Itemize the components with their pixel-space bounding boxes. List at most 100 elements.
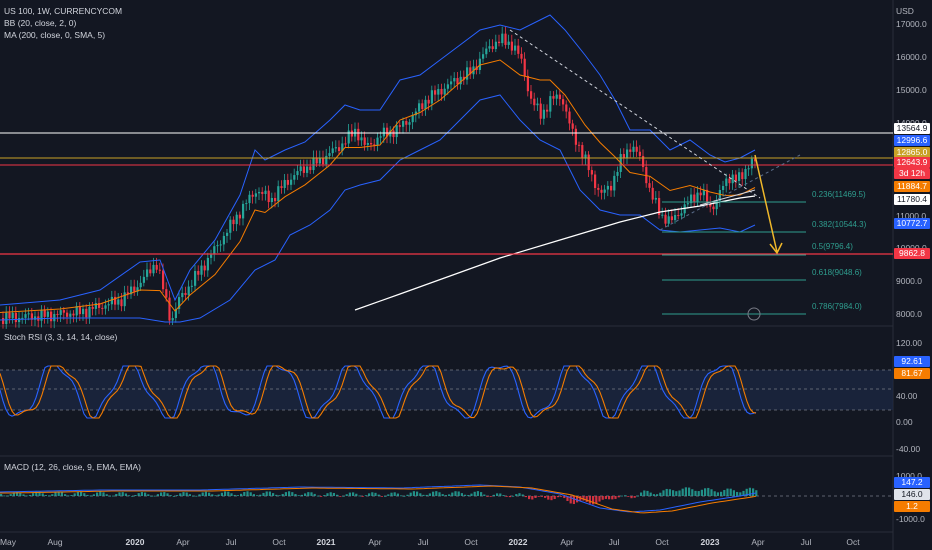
candle-body bbox=[114, 296, 117, 305]
macd-hist-bar bbox=[630, 496, 633, 499]
macd-hist-bar bbox=[105, 494, 108, 496]
stoch-legend[interactable]: Stoch RSI (3, 3, 14, 14, close) bbox=[4, 332, 118, 342]
macd-hist-bar bbox=[556, 496, 559, 498]
candle-body bbox=[18, 317, 21, 323]
price-tag: 12996.6 bbox=[894, 135, 930, 146]
candle-body bbox=[558, 94, 561, 100]
macd-hist-bar bbox=[150, 495, 153, 497]
macd-hist-bar bbox=[38, 491, 41, 496]
candle-body bbox=[574, 128, 577, 145]
macd-hist-bar bbox=[326, 493, 329, 496]
macd-hist-bar bbox=[310, 492, 313, 496]
bb-legend[interactable]: BB (20, close, 2, 0) bbox=[4, 18, 77, 28]
time-axis-label: Jul bbox=[608, 537, 620, 547]
candle-body bbox=[40, 309, 43, 321]
macd-hist-bar bbox=[460, 493, 463, 496]
macd-value-tag: 146.0 bbox=[894, 489, 930, 500]
macd-hist-bar bbox=[265, 491, 268, 496]
macd-hist-bar bbox=[236, 495, 239, 496]
macd-hist-bar bbox=[89, 495, 92, 497]
candle-body bbox=[453, 78, 456, 82]
macd-hist-bar bbox=[201, 492, 204, 496]
macd-hist-bar bbox=[569, 496, 572, 504]
macd-hist-bar bbox=[540, 496, 543, 497]
candle-body bbox=[213, 246, 216, 255]
macd-hist-bar bbox=[67, 495, 70, 497]
candle-body bbox=[222, 235, 225, 245]
macd-hist-bar bbox=[678, 490, 681, 496]
candle-body bbox=[658, 197, 661, 215]
candle-body bbox=[91, 306, 94, 309]
macd-hist-bar bbox=[57, 491, 60, 496]
macd-hist-bar bbox=[435, 491, 438, 496]
macd-hist-bar bbox=[707, 487, 710, 496]
candle-body bbox=[530, 91, 533, 99]
candle-body bbox=[302, 166, 305, 173]
candle-body bbox=[533, 98, 536, 106]
macd-hist-bar bbox=[51, 494, 54, 496]
candle-body bbox=[747, 168, 750, 170]
time-axis-label: Apr bbox=[751, 537, 765, 547]
candle-body bbox=[5, 312, 8, 325]
macd-hist-bar bbox=[243, 491, 246, 496]
macd-hist-bar bbox=[252, 494, 255, 496]
macd-hist-bar bbox=[662, 490, 665, 496]
candle-body bbox=[693, 194, 696, 202]
candle-body bbox=[542, 109, 545, 119]
candle-body bbox=[331, 148, 334, 154]
macd-hist-bar bbox=[681, 488, 684, 496]
macd-hist-bar bbox=[336, 494, 339, 496]
macd-hist-bar bbox=[364, 495, 367, 497]
macd-hist-bar bbox=[288, 491, 291, 496]
candle-body bbox=[418, 103, 421, 112]
macd-hist-bar bbox=[582, 496, 585, 501]
macd-hist-bar bbox=[227, 491, 230, 496]
candle-body bbox=[421, 103, 424, 110]
candle-body bbox=[338, 147, 341, 152]
candle-body bbox=[235, 214, 238, 225]
candle-body bbox=[133, 286, 136, 292]
candle-body bbox=[414, 111, 417, 116]
macd-hist-bar bbox=[217, 494, 220, 496]
macd-hist-bar bbox=[425, 494, 428, 496]
macd-hist-bar bbox=[272, 493, 275, 496]
candle-body bbox=[181, 292, 184, 298]
candle-body bbox=[597, 187, 600, 190]
candle-body bbox=[152, 264, 155, 274]
candle-body bbox=[405, 121, 408, 125]
candle-body bbox=[194, 270, 197, 286]
macd-hist-bar bbox=[96, 492, 99, 496]
projection-arrow bbox=[754, 154, 778, 253]
candle-body bbox=[203, 265, 206, 271]
candle-body bbox=[245, 203, 248, 205]
macd-hist-bar bbox=[412, 491, 415, 496]
candle-body bbox=[178, 297, 181, 309]
stoch-axis-label: -40.00 bbox=[896, 444, 921, 454]
macd-hist-bar bbox=[512, 495, 515, 497]
macd-hist-bar bbox=[448, 494, 451, 496]
macd-hist-bar bbox=[195, 495, 198, 497]
macd-value-tag: 1.2 bbox=[894, 501, 930, 512]
macd-hist-bar bbox=[115, 493, 118, 496]
symbol-legend[interactable]: US 100, 1W, CURRENCYCOM bbox=[4, 6, 123, 16]
candle-body bbox=[514, 45, 517, 51]
macd-hist-bar bbox=[710, 489, 713, 496]
macd-hist-bar bbox=[211, 494, 214, 496]
macd-hist-bar bbox=[617, 496, 620, 498]
macd-hist-bar bbox=[9, 494, 12, 496]
candle-body bbox=[315, 157, 318, 164]
candle-body bbox=[94, 303, 97, 309]
ma-legend[interactable]: MA (200, close, 0, SMA, 5) bbox=[4, 30, 106, 40]
macd-hist-bar bbox=[99, 491, 102, 496]
candle-body bbox=[590, 170, 593, 175]
macd-hist-bar bbox=[284, 492, 287, 496]
macd-hist-bar bbox=[467, 494, 470, 496]
candle-body bbox=[149, 269, 152, 274]
macd-hist-bar bbox=[304, 493, 307, 496]
macd-hist-bar bbox=[60, 492, 63, 496]
macd-legend[interactable]: MACD (12, 26, close, 9, EMA, EMA) bbox=[4, 462, 141, 472]
macd-hist-bar bbox=[163, 492, 166, 496]
candle-body bbox=[277, 186, 280, 202]
macd-hist-bar bbox=[608, 496, 611, 500]
